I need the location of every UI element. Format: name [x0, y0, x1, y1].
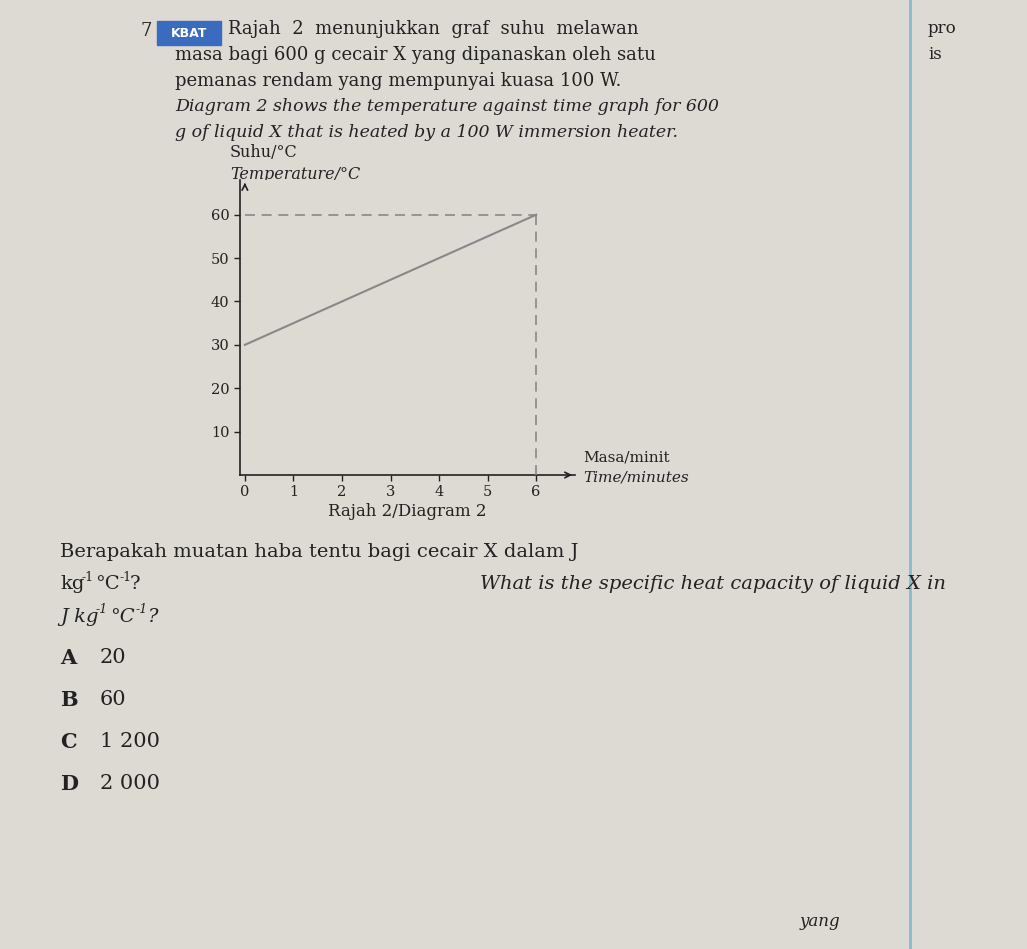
FancyBboxPatch shape — [157, 21, 221, 45]
Text: g of liquid X that is heated by a 100 W immersion heater.: g of liquid X that is heated by a 100 W … — [175, 124, 678, 141]
Text: Masa/minit: Masa/minit — [583, 450, 670, 464]
Text: 20: 20 — [100, 648, 126, 667]
Text: Diagram 2 shows the temperature against time graph for 600: Diagram 2 shows the temperature against … — [175, 98, 719, 115]
Text: 60: 60 — [100, 690, 126, 709]
Text: masa bagi 600 g cecair X yang dipanaskan oleh satu: masa bagi 600 g cecair X yang dipanaskan… — [175, 46, 656, 64]
Text: J kg: J kg — [60, 608, 99, 626]
Text: kg: kg — [60, 575, 84, 593]
Text: -1: -1 — [96, 603, 108, 616]
Text: is: is — [928, 46, 942, 63]
Text: ?: ? — [148, 608, 158, 626]
Text: yang: yang — [800, 913, 841, 930]
Text: C: C — [60, 732, 77, 752]
Text: °C: °C — [96, 575, 119, 593]
Text: A: A — [60, 648, 76, 668]
Text: pemanas rendam yang mempunyai kuasa 100 W.: pemanas rendam yang mempunyai kuasa 100 … — [175, 72, 621, 90]
Text: -1: -1 — [82, 571, 94, 584]
Text: 2 000: 2 000 — [100, 774, 160, 793]
Text: Temperature/°C: Temperature/°C — [230, 166, 360, 183]
Text: °C: °C — [110, 608, 135, 626]
Text: -1: -1 — [136, 603, 148, 616]
Text: KBAT: KBAT — [170, 27, 207, 40]
Text: 7: 7 — [140, 22, 151, 40]
Text: B: B — [60, 690, 78, 710]
Text: 1 200: 1 200 — [100, 732, 160, 751]
Text: ?: ? — [130, 575, 141, 593]
Text: -1: -1 — [119, 571, 131, 584]
Text: What is the specific heat capacity of liquid X in: What is the specific heat capacity of li… — [480, 575, 946, 593]
Text: Time/minutes: Time/minutes — [583, 470, 689, 484]
Text: Berapakah muatan haba tentu bagi cecair X dalam J: Berapakah muatan haba tentu bagi cecair … — [60, 543, 578, 561]
Text: Suhu/°C: Suhu/°C — [230, 144, 298, 161]
Text: Rajah 2/Diagram 2: Rajah 2/Diagram 2 — [329, 503, 487, 520]
Text: D: D — [60, 774, 78, 794]
Text: pro: pro — [928, 20, 957, 37]
Text: Rajah  2  menunjukkan  graf  suhu  melawan: Rajah 2 menunjukkan graf suhu melawan — [228, 20, 639, 38]
